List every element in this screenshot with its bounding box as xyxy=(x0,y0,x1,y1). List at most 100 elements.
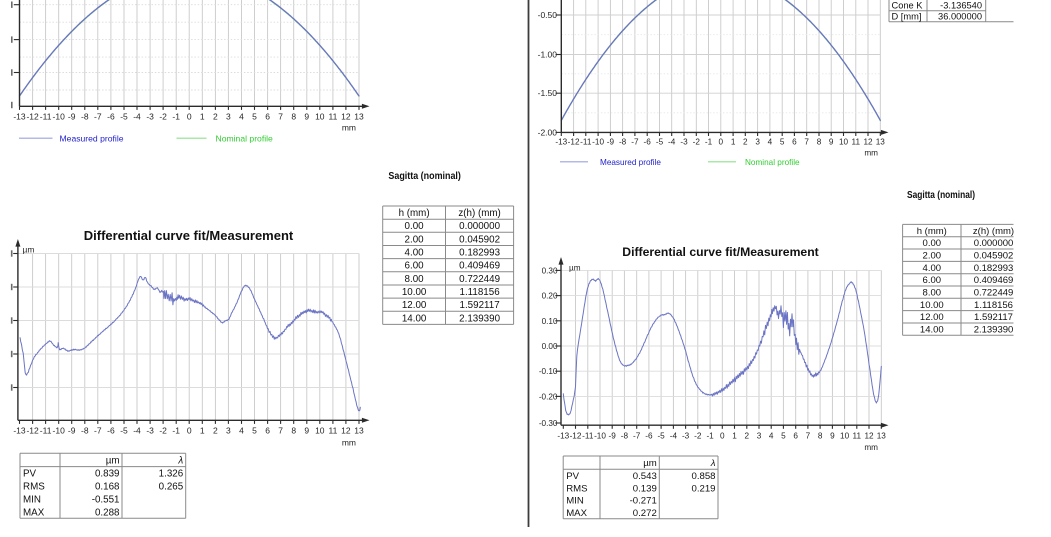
svg-text:h (mm): h (mm) xyxy=(917,226,947,237)
svg-text:2.139390: 2.139390 xyxy=(459,313,500,324)
svg-text:4: 4 xyxy=(239,426,244,436)
svg-text:0.409469: 0.409469 xyxy=(459,261,500,272)
svg-text:0.045902: 0.045902 xyxy=(974,251,1014,262)
svg-text:11: 11 xyxy=(328,426,337,436)
svg-text:-9: -9 xyxy=(609,432,617,441)
svg-text:10: 10 xyxy=(839,138,849,147)
svg-text:-12: -12 xyxy=(26,112,39,122)
svg-text:MAX: MAX xyxy=(566,508,587,519)
svg-text:-11: -11 xyxy=(40,426,52,436)
svg-text:-4: -4 xyxy=(133,426,141,436)
svg-text:Cone K: Cone K xyxy=(892,1,924,11)
svg-text:-13: -13 xyxy=(13,112,26,122)
svg-text:PV: PV xyxy=(23,469,37,480)
svg-text:7: 7 xyxy=(804,138,809,147)
svg-text:9: 9 xyxy=(304,426,309,436)
svg-text:z(h) (mm): z(h) (mm) xyxy=(458,208,500,219)
svg-text:µm: µm xyxy=(569,264,581,273)
svg-text:-0.50: -0.50 xyxy=(538,10,558,20)
svg-text:13: 13 xyxy=(876,138,886,147)
svg-text:RMS: RMS xyxy=(566,483,587,494)
svg-text:-1: -1 xyxy=(172,112,180,122)
svg-text:0: 0 xyxy=(720,432,725,441)
svg-text:1.118156: 1.118156 xyxy=(974,300,1013,311)
svg-text:7: 7 xyxy=(278,426,283,436)
svg-text:-3: -3 xyxy=(146,112,154,122)
svg-text:µm: µm xyxy=(643,458,657,469)
svg-text:12: 12 xyxy=(341,426,351,436)
svg-text:0.10: 0.10 xyxy=(542,317,558,326)
svg-text:-7: -7 xyxy=(631,138,639,147)
svg-text:-6: -6 xyxy=(645,432,653,441)
svg-text:-0.551: -0.551 xyxy=(92,494,120,505)
svg-text:-3: -3 xyxy=(146,426,154,436)
svg-text:-2.00: -2.00 xyxy=(538,127,558,137)
svg-text:5: 5 xyxy=(780,138,785,147)
svg-text:0.00: 0.00 xyxy=(542,342,558,351)
svg-text:8.00: 8.00 xyxy=(405,274,425,285)
svg-text:mm: mm xyxy=(864,443,878,452)
svg-text:14.00: 14.00 xyxy=(920,324,944,335)
svg-text:mm: mm xyxy=(342,123,356,133)
svg-text:Differential curve fit/Measure: Differential curve fit/Measurement xyxy=(84,228,294,243)
svg-text:-6: -6 xyxy=(644,138,652,147)
svg-text:µm: µm xyxy=(23,245,35,255)
svg-text:7: 7 xyxy=(806,432,811,441)
svg-text:Differential curve fit/Measure: Differential curve fit/Measurement xyxy=(622,245,818,259)
svg-text:1: 1 xyxy=(200,112,205,122)
svg-text:0.272: 0.272 xyxy=(633,508,657,519)
svg-text:-0.271: -0.271 xyxy=(630,496,657,507)
svg-text:-12: -12 xyxy=(568,138,580,147)
svg-text:0: 0 xyxy=(719,138,724,147)
svg-text:2.00: 2.00 xyxy=(405,234,425,245)
svg-text:-9: -9 xyxy=(607,138,615,147)
svg-text:-5: -5 xyxy=(657,432,665,441)
svg-text:-7: -7 xyxy=(633,432,641,441)
svg-text:0: 0 xyxy=(187,426,192,436)
svg-text:8: 8 xyxy=(817,138,822,147)
svg-text:3: 3 xyxy=(226,112,231,122)
svg-text:4: 4 xyxy=(239,112,244,122)
svg-text:1.592117: 1.592117 xyxy=(974,312,1013,323)
svg-text:0.722449: 0.722449 xyxy=(459,274,500,285)
svg-text:0.00: 0.00 xyxy=(923,238,942,249)
svg-text:-9: -9 xyxy=(68,112,76,122)
svg-text:MIN: MIN xyxy=(23,494,41,505)
svg-text:1: 1 xyxy=(200,426,205,436)
svg-text:-8: -8 xyxy=(81,112,89,122)
svg-text:6.00: 6.00 xyxy=(405,261,425,272)
svg-text:0.182993: 0.182993 xyxy=(974,263,1014,274)
svg-text:Sagitta (nominal): Sagitta (nominal) xyxy=(388,170,461,182)
svg-text:-10: -10 xyxy=(594,432,606,441)
svg-text:-5: -5 xyxy=(656,138,664,147)
svg-text:-4: -4 xyxy=(670,432,678,441)
svg-text:Measured profile: Measured profile xyxy=(600,158,661,167)
svg-text:0: 0 xyxy=(187,112,192,122)
svg-text:0.000000: 0.000000 xyxy=(459,221,500,232)
svg-text:36.000000: 36.000000 xyxy=(938,12,982,22)
svg-text:MAX: MAX xyxy=(23,507,45,518)
svg-text:10: 10 xyxy=(315,426,325,436)
svg-text:-11: -11 xyxy=(582,432,594,441)
svg-text:-10: -10 xyxy=(592,138,604,147)
svg-text:0.30: 0.30 xyxy=(542,266,558,275)
svg-text:-7: -7 xyxy=(94,112,102,122)
svg-text:2.00: 2.00 xyxy=(923,251,942,262)
svg-text:mm: mm xyxy=(342,438,356,448)
svg-text:-1.50: -1.50 xyxy=(538,88,558,98)
svg-text:λ: λ xyxy=(710,458,716,469)
svg-text:λ: λ xyxy=(177,456,183,467)
svg-text:RMS: RMS xyxy=(23,482,45,493)
svg-text:-11: -11 xyxy=(580,138,592,147)
svg-text:8: 8 xyxy=(291,426,296,436)
svg-text:-12: -12 xyxy=(570,432,582,441)
svg-text:Sagitta (nominal): Sagitta (nominal) xyxy=(907,190,975,201)
svg-text:Nominal profile: Nominal profile xyxy=(216,133,274,143)
svg-text:-8: -8 xyxy=(619,138,627,147)
svg-text:-13: -13 xyxy=(13,426,26,436)
svg-text:4.00: 4.00 xyxy=(405,248,425,259)
svg-text:-5: -5 xyxy=(120,112,128,122)
svg-text:3: 3 xyxy=(757,432,762,441)
svg-text:-0.30: -0.30 xyxy=(539,419,558,428)
svg-text:0.045902: 0.045902 xyxy=(459,234,500,245)
